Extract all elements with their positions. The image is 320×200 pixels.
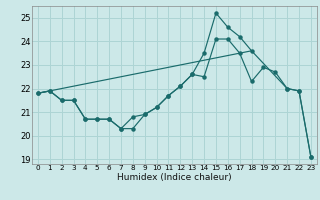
X-axis label: Humidex (Indice chaleur): Humidex (Indice chaleur) [117, 173, 232, 182]
